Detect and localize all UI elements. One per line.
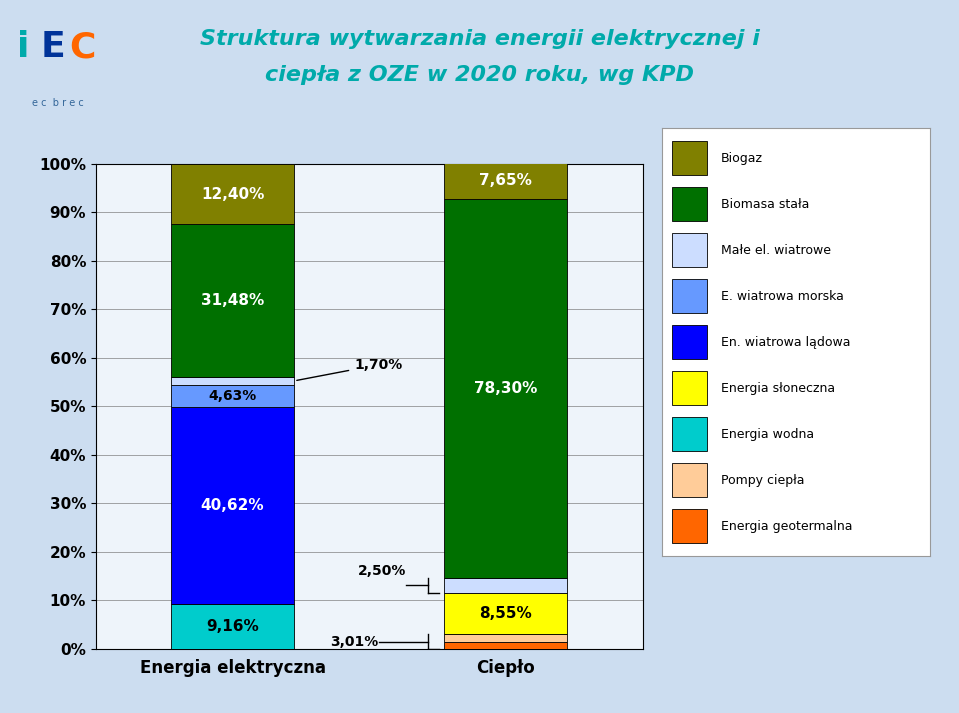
- Bar: [444, 578, 568, 593]
- FancyBboxPatch shape: [672, 188, 708, 221]
- Text: 9,16%: 9,16%: [206, 619, 259, 634]
- Bar: [444, 593, 568, 635]
- Text: Energia słoneczna: Energia słoneczna: [721, 381, 835, 395]
- Bar: [171, 407, 294, 605]
- Bar: [171, 224, 294, 376]
- Text: 12,40%: 12,40%: [200, 187, 265, 202]
- Bar: [444, 161, 568, 198]
- Text: 40,62%: 40,62%: [200, 498, 265, 513]
- Text: 1,70%: 1,70%: [296, 358, 403, 380]
- Text: 8,55%: 8,55%: [480, 606, 532, 621]
- Bar: [171, 164, 294, 224]
- Bar: [444, 635, 568, 642]
- Bar: [171, 385, 294, 407]
- Bar: [444, 198, 568, 578]
- Text: Biomasa stała: Biomasa stała: [721, 198, 809, 211]
- FancyBboxPatch shape: [672, 371, 708, 405]
- Text: 2,50%: 2,50%: [358, 564, 406, 578]
- Text: 78,30%: 78,30%: [474, 381, 538, 396]
- FancyBboxPatch shape: [672, 141, 708, 175]
- Text: 3,01%: 3,01%: [331, 635, 379, 649]
- Text: 31,48%: 31,48%: [201, 293, 264, 308]
- Text: i: i: [17, 31, 30, 64]
- Text: C: C: [69, 31, 96, 64]
- Text: 4,63%: 4,63%: [208, 389, 257, 404]
- Text: Biogaz: Biogaz: [721, 152, 762, 165]
- Bar: [171, 605, 294, 649]
- Bar: [171, 376, 294, 385]
- Text: ciepła z OZE w 2020 roku, wg KPD: ciepła z OZE w 2020 roku, wg KPD: [265, 65, 694, 85]
- Text: Energia wodna: Energia wodna: [721, 428, 814, 441]
- Text: Pompy ciepła: Pompy ciepła: [721, 473, 805, 487]
- Bar: [444, 642, 568, 649]
- FancyBboxPatch shape: [672, 279, 708, 314]
- Text: E: E: [40, 31, 65, 64]
- FancyBboxPatch shape: [672, 463, 708, 497]
- FancyBboxPatch shape: [672, 233, 708, 267]
- Text: En. wiatrowa lądowa: En. wiatrowa lądowa: [721, 336, 851, 349]
- Text: Energia geotermalna: Energia geotermalna: [721, 520, 853, 533]
- Text: e c  b r e c: e c b r e c: [32, 98, 83, 108]
- FancyBboxPatch shape: [672, 417, 708, 451]
- Text: Struktura wytwarzania energii elektrycznej i: Struktura wytwarzania energii elektryczn…: [199, 29, 760, 49]
- FancyBboxPatch shape: [672, 325, 708, 359]
- Text: E. wiatrowa morska: E. wiatrowa morska: [721, 289, 844, 303]
- Text: Małe el. wiatrowe: Małe el. wiatrowe: [721, 244, 830, 257]
- Text: 7,65%: 7,65%: [480, 173, 532, 188]
- FancyBboxPatch shape: [672, 509, 708, 543]
